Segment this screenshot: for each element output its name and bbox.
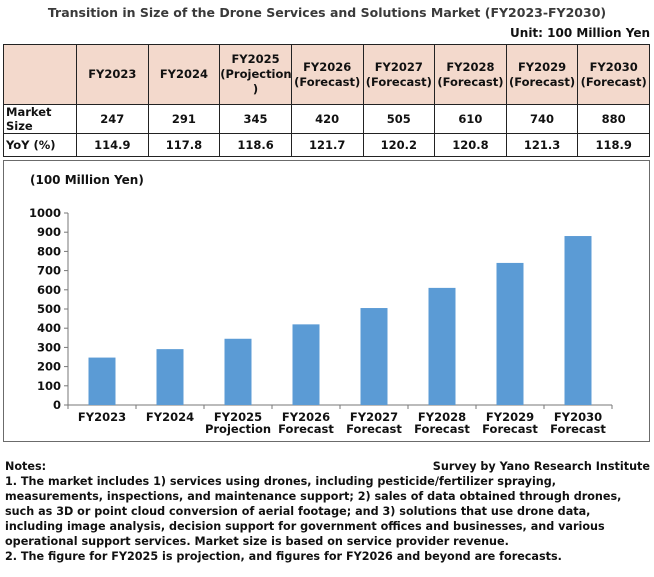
table-header-cell: FY2028 (Forecast)	[434, 44, 507, 105]
y-tick-label: 800	[37, 244, 61, 258]
x-tick-label: Forecast	[414, 422, 470, 436]
table-cell: 420	[290, 104, 364, 134]
table-header-row: FY2023 FY2024 FY2025 (Projection) FY2026(…	[3, 44, 650, 105]
bar	[224, 338, 252, 405]
x-tick-label: FY2030	[554, 410, 602, 424]
table-cell: 118.6	[219, 133, 292, 157]
bar	[360, 308, 388, 405]
bar	[156, 349, 184, 405]
row-header: Market Size	[3, 104, 77, 134]
page-title: Transition in Size of the Drone Services…	[47, 5, 607, 20]
table-header-cell: FY2026 (Forecast)	[290, 44, 364, 105]
table-cell: 120.8	[434, 133, 507, 157]
y-tick-label: 100	[37, 379, 61, 393]
table-row: Market Size 247 291 345 420 505 610 740 …	[3, 104, 650, 134]
table-cell: 118.9	[577, 133, 650, 157]
x-tick-label: FY2029	[486, 410, 534, 424]
y-tick-label: 0	[53, 398, 61, 412]
table-header-cell: FY2023	[76, 44, 149, 105]
note-line: measurements, inspections, and maintenan…	[5, 490, 622, 503]
table-cell: 117.8	[147, 133, 221, 157]
y-tick-label: 700	[37, 264, 61, 278]
table-cell: 114.9	[76, 133, 149, 157]
note-line: including image analysis, decision suppo…	[5, 520, 605, 533]
notes-heading: Notes:	[5, 460, 47, 473]
y-tick-label: 600	[37, 283, 61, 297]
bar	[292, 324, 320, 405]
y-tick-label: 400	[37, 321, 61, 335]
bar	[88, 357, 116, 405]
x-tick-label: FY2024	[146, 410, 194, 424]
bar	[496, 262, 524, 405]
bar	[428, 287, 456, 405]
x-tick-label: FY2028	[418, 410, 466, 424]
table-cell: 740	[505, 104, 579, 134]
table-cell: 247	[76, 104, 149, 134]
table-header-cell: FY2024	[147, 44, 221, 105]
chart-container: (100 Million Yen) 0 100 200 300 400 500 600 700 8…	[3, 160, 650, 442]
x-tick-label: FY2023	[78, 410, 126, 424]
table-header-cell: FY2029 (Forecast)	[505, 44, 579, 105]
table-cell: 610	[434, 104, 507, 134]
y-tick-label: 900	[37, 225, 61, 239]
note-line: 1. The market includes 1) services using…	[5, 475, 557, 488]
table-header-cell: FY2025 (Projection)	[219, 44, 292, 105]
x-tick-label: Forecast	[346, 422, 402, 436]
table-row: YoY (%) 114.9 117.8 118.6 121.7 120.2 12…	[3, 133, 650, 157]
table-header-cell: FY2030 (Forecast)	[577, 44, 650, 105]
note-line: 2. The figure for FY2025 is projection, …	[5, 550, 562, 563]
table-cell: 345	[219, 104, 292, 134]
unit-label: Unit: 100 Million Yen	[510, 26, 650, 40]
table-cell: 121.7	[290, 133, 364, 157]
y-tick-label: 300	[37, 340, 61, 354]
table-header-cell	[3, 44, 77, 105]
table-cell: 880	[577, 104, 650, 134]
note-line: operational support services. Market siz…	[5, 535, 509, 548]
note-line: such as 3D or point cloud conversion of …	[5, 505, 591, 518]
x-tick-label: Forecast	[550, 422, 606, 436]
x-tick-label: FY2025	[214, 410, 262, 424]
x-tick-label: FY2027	[350, 410, 398, 424]
row-header: YoY (%)	[3, 133, 77, 157]
y-axis-title: (100 Million Yen)	[30, 173, 144, 187]
x-tick-label: Forecast	[278, 422, 334, 436]
y-tick-label: 500	[37, 302, 61, 316]
notes: Notes: Survey by Yano Research Institute…	[5, 459, 650, 564]
table-cell: 120.2	[362, 133, 436, 157]
x-tick-label: Forecast	[482, 422, 538, 436]
table-cell: 291	[147, 104, 221, 134]
table-cell: 121.3	[505, 133, 579, 157]
market-size-table: FY2023 FY2024 FY2025 (Projection) FY2026(…	[3, 44, 650, 157]
x-tick-label: Projection	[205, 422, 271, 436]
table-cell: 505	[362, 104, 436, 134]
x-tick-label: FY2026	[282, 410, 330, 424]
table-header-cell: FY2027 (Forecast)	[362, 44, 436, 105]
source-label: Survey by Yano Research Institute	[432, 460, 650, 473]
bar	[564, 236, 592, 405]
y-tick-label: 1000	[29, 206, 61, 220]
y-tick-label: 200	[37, 360, 61, 374]
bar-chart: (100 Million Yen) 0 100 200 300 400 500 600 700 8…	[29, 173, 613, 436]
